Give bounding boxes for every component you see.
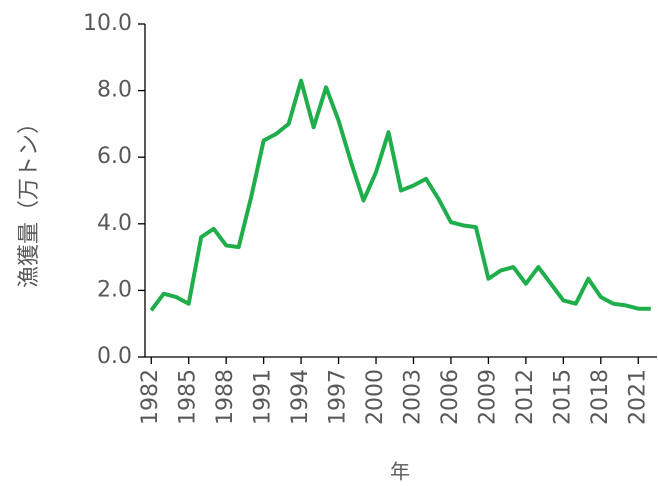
x-tick-label: 1985 <box>176 369 201 425</box>
y-tick-label: 8.0 <box>97 78 132 103</box>
x-tick-label: 1997 <box>326 369 351 425</box>
x-tick-label: 2018 <box>588 369 613 425</box>
x-tick-label: 1982 <box>138 369 163 425</box>
x-tick-label: 1994 <box>288 369 313 425</box>
x-tick-label: 2015 <box>550 369 575 425</box>
y-tick-label: 0.0 <box>97 344 132 369</box>
y-tick-label: 2.0 <box>97 277 132 302</box>
x-tick-label: 2009 <box>475 369 500 425</box>
line <box>149 78 651 312</box>
x-tick-label: 2021 <box>625 369 650 425</box>
x-tick-label: 2003 <box>400 369 425 425</box>
y-tick-label: 6.0 <box>97 144 132 169</box>
y-axis-title: 漁獲量（万トン） <box>17 112 42 288</box>
x-tick-label: 1988 <box>213 369 238 425</box>
x-tick-label: 2006 <box>438 369 463 425</box>
y-tick-label: 10.0 <box>83 11 132 36</box>
x-axis-title: 年 <box>390 460 410 484</box>
x-tick-label: 2012 <box>513 369 538 425</box>
x-tick-label: 1991 <box>251 369 276 425</box>
x-tick-label: 2000 <box>363 369 388 425</box>
y-tick-label: 4.0 <box>97 211 132 236</box>
